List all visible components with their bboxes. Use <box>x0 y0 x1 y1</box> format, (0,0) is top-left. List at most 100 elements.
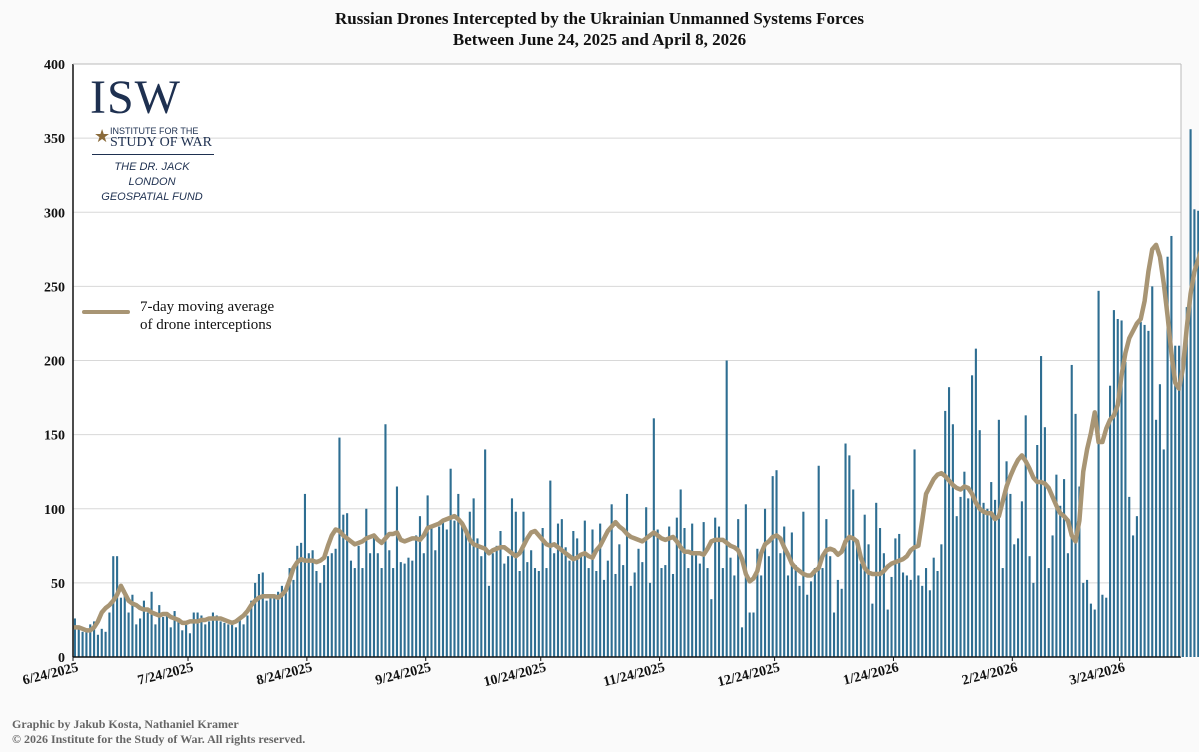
bar <box>334 548 337 657</box>
bar <box>510 498 514 657</box>
bar <box>859 563 862 657</box>
x-tick-label: 1/24/2026 <box>842 660 901 688</box>
bar <box>441 520 445 657</box>
bar <box>710 599 713 657</box>
bar <box>146 612 149 657</box>
bar <box>648 582 652 658</box>
bar <box>395 486 399 657</box>
bar <box>104 631 107 657</box>
bar <box>671 573 675 657</box>
bar <box>487 585 491 657</box>
x-tick-label: 8/24/2025 <box>255 660 314 688</box>
bar <box>1009 493 1012 657</box>
y-tick-label: 200 <box>44 355 65 370</box>
bar <box>307 553 310 657</box>
bar <box>572 530 575 657</box>
bar <box>541 528 544 657</box>
bar <box>763 508 767 657</box>
bar <box>533 568 537 657</box>
bar <box>499 530 502 657</box>
bar <box>1116 318 1119 657</box>
bar <box>342 514 345 657</box>
bar <box>108 612 111 657</box>
bar <box>430 526 433 657</box>
bar <box>717 526 721 657</box>
bar <box>150 591 153 657</box>
bar <box>181 630 184 657</box>
bar <box>491 553 494 657</box>
bar <box>522 511 525 657</box>
bar <box>484 449 487 657</box>
bar <box>495 545 498 657</box>
bar <box>438 526 441 657</box>
moving-average-line <box>72 242 1199 633</box>
bar <box>645 507 648 657</box>
chart-title-line2: Between June 24, 2025 and April 8, 2026 <box>452 30 747 49</box>
bar <box>809 581 813 657</box>
isw-logo: ISW ★ INSTITUTE FOR THE STUDY OF WAR THE… <box>90 71 220 203</box>
bar <box>96 634 99 657</box>
bar <box>89 624 92 657</box>
bar <box>721 568 724 657</box>
bar <box>461 526 464 657</box>
bar <box>311 550 314 657</box>
bar <box>744 504 747 657</box>
bar <box>219 621 222 657</box>
y-tick-label: 150 <box>44 429 65 444</box>
bar <box>714 517 717 657</box>
bar <box>1013 544 1016 657</box>
logo-fund: THE DR. JACK LONDON GEOSPATIAL FUND <box>90 160 214 205</box>
bar <box>1078 486 1081 657</box>
bar <box>1086 579 1089 657</box>
bar <box>445 529 448 657</box>
bar <box>771 476 774 657</box>
bar <box>614 573 617 657</box>
bar <box>457 493 460 657</box>
bar <box>158 605 161 657</box>
bar <box>959 496 962 657</box>
bar <box>415 535 418 657</box>
bar <box>947 387 951 657</box>
bar <box>894 538 897 657</box>
x-tick-label: 3/24/2026 <box>1068 660 1127 688</box>
legend: 7-day moving average of drone intercepti… <box>140 298 274 334</box>
bar <box>315 571 318 657</box>
bar <box>1151 286 1154 658</box>
bar <box>173 611 176 657</box>
bar <box>886 609 889 657</box>
bar <box>622 565 625 657</box>
bar <box>748 612 751 657</box>
bar <box>530 550 533 657</box>
bar <box>411 560 414 657</box>
bar <box>1139 321 1142 657</box>
bar <box>434 550 437 657</box>
bar <box>514 511 517 657</box>
bar <box>326 556 330 657</box>
bar <box>85 630 88 657</box>
bar <box>909 579 912 657</box>
bar <box>967 498 970 657</box>
logo-wordmark: ISW <box>90 71 181 124</box>
x-tick-label: 2/24/2026 <box>961 660 1020 688</box>
bar <box>177 619 180 657</box>
bar <box>162 616 165 657</box>
y-tick-label: 400 <box>44 58 65 73</box>
bar <box>1128 496 1131 657</box>
logo-divider <box>92 154 214 155</box>
bar <box>775 470 778 657</box>
bar <box>917 575 920 657</box>
bar <box>832 612 836 657</box>
bar <box>905 575 908 657</box>
bar <box>296 545 299 657</box>
bar <box>1032 582 1035 658</box>
credit-authors: Graphic by Jakub Kosta, Nathaniel Kramer <box>12 717 239 731</box>
bar <box>901 572 905 657</box>
bar <box>476 538 479 657</box>
logo-fund-line1: THE DR. JACK LONDON <box>114 161 190 188</box>
bar <box>192 612 195 657</box>
bar <box>537 571 540 657</box>
bar <box>875 502 878 657</box>
bar <box>698 563 701 657</box>
bar <box>300 542 303 657</box>
